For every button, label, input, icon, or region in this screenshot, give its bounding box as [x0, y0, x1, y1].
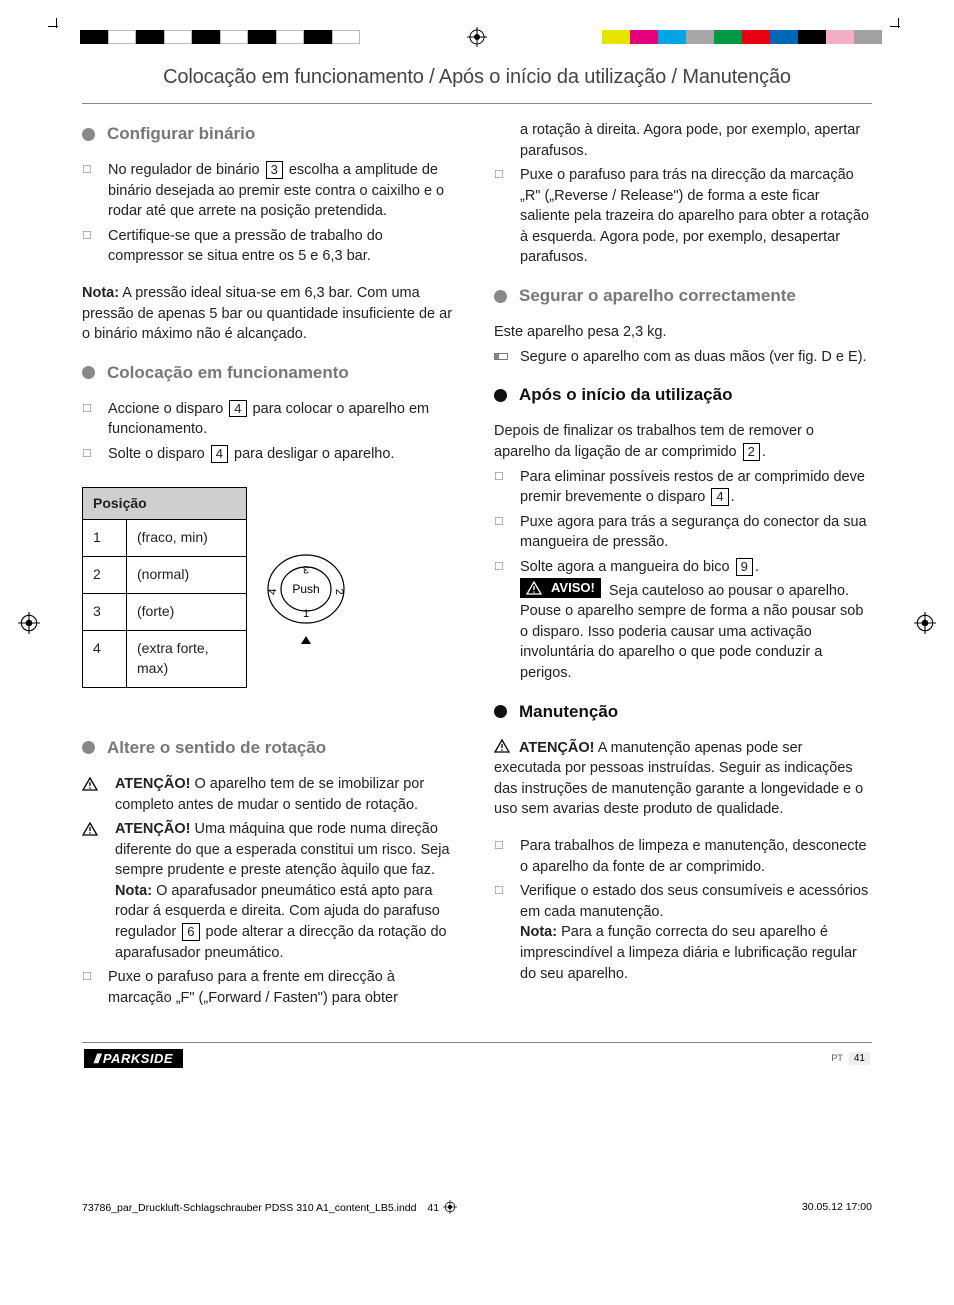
svg-text:2: 2: [333, 588, 345, 595]
ref-box: 4: [711, 488, 728, 506]
slug-filename: 73786_par_Druckluft-Schlagschrauber PDSS…: [82, 1202, 416, 1214]
list-item: ATENÇÃO! Uma máquina que rode numa direç…: [82, 819, 460, 963]
printer-marks-top: [0, 0, 954, 52]
bullet-icon: [494, 290, 507, 303]
table-row: 1(fraco, min): [83, 520, 247, 557]
heading-text: Altere o sentido de rotação: [107, 736, 326, 760]
ref-box: 9: [736, 558, 753, 576]
slug-page: 41: [427, 1202, 439, 1214]
list-item: ☐ Verifique o estado dos seus consumívei…: [494, 881, 872, 984]
registration-mark-icon: [467, 27, 487, 47]
crop-mark-icon: [48, 18, 64, 34]
section-heading: Após o início da utilização: [494, 383, 872, 407]
warning-icon: [82, 777, 98, 791]
heading-text: Após o início da utilização: [519, 383, 732, 407]
svg-text:1: 1: [303, 608, 309, 620]
crop-mark-icon: [890, 18, 906, 34]
list-item: ☐ Puxe o parafuso para a frente em direc…: [82, 967, 460, 1008]
list-item: ATENÇÃO! O aparelho tem de se imobilizar…: [82, 774, 460, 815]
bullet-icon: [494, 389, 507, 402]
color-swatches: [602, 30, 882, 44]
list-item: ☐ Solte agora a mangueira do bico 9. AVI…: [494, 557, 872, 684]
grayscale-swatches: [80, 30, 360, 44]
svg-text:3: 3: [303, 563, 309, 575]
registration-mark-icon: [914, 612, 936, 634]
slug-date: 30.05.12 17:00: [802, 1201, 872, 1213]
dial-push-label: Push: [292, 582, 319, 596]
heading-text: Colocação em funcionamento: [107, 361, 349, 385]
warning-icon: [494, 739, 510, 753]
paragraph: ATENÇÃO! A manutenção apenas pode ser ex…: [494, 738, 872, 820]
column-left: Configurar binário ☐ No regulador de bin…: [82, 122, 460, 1024]
lang-code: PT: [831, 1053, 843, 1063]
list-item: ☐ Para eliminar possíveis restos de ar c…: [494, 467, 872, 508]
bullet-icon: [82, 741, 95, 754]
heading-text: Manutenção: [519, 700, 618, 724]
bullet-icon: [82, 366, 95, 379]
bullet-icon: [82, 128, 95, 141]
paragraph: Nota: A pressão ideal situa-se em 6,3 ba…: [82, 283, 460, 345]
section-heading: Manutenção: [494, 700, 872, 724]
list-item: ☐ Solte o disparo 4 para desligar o apar…: [82, 444, 460, 465]
dial-diagram: Push 1 2 3 4: [257, 536, 355, 656]
registration-mark-icon: [443, 1200, 457, 1214]
slug-line: 73786_par_Druckluft-Schlagschrauber PDSS…: [0, 1192, 954, 1238]
paragraph: Este aparelho pesa 2,3 kg.: [494, 322, 872, 343]
table-row: 2(normal): [83, 557, 247, 594]
paragraph: Depois de finalizar os trabalhos tem de …: [494, 421, 872, 462]
ref-box: 6: [182, 923, 199, 941]
page-footer: ///PARKSIDE PT 41: [82, 1049, 872, 1068]
ref-box: 4: [229, 400, 246, 418]
registration-mark-icon: [18, 612, 40, 634]
ref-box: 2: [743, 443, 760, 461]
list-item: ☐Puxe agora para trás a segurança do con…: [494, 512, 872, 553]
page-number: 41: [849, 1052, 870, 1065]
bullet-icon: [494, 705, 507, 718]
divider: [82, 1042, 872, 1043]
list-item: ☐Puxe o parafuso para trás na direcção d…: [494, 165, 872, 268]
brand-badge: ///PARKSIDE: [84, 1049, 183, 1068]
list-item: ☐Para trabalhos de limpeza e manutenção,…: [494, 836, 872, 877]
warning-icon: [526, 581, 542, 595]
list-item: a rotação à direita. Agora pode, por exe…: [494, 120, 872, 161]
heading-text: Configurar binário: [107, 122, 255, 146]
table-row: 4(extra forte, max): [83, 631, 247, 688]
square-bullet-icon: [494, 353, 508, 360]
position-table: Posição 1(fraco, min)2(normal)3(forte)4(…: [82, 487, 247, 688]
section-heading: Configurar binário: [82, 122, 460, 146]
column-right: a rotação à direita. Agora pode, por exe…: [494, 122, 872, 1024]
heading-text: Segurar o aparelho correctamente: [519, 284, 796, 308]
table-header: Posição: [83, 487, 247, 520]
running-head: Colocação em funcionamento / Após o iníc…: [82, 66, 872, 89]
list-item: ☐ Accione o disparo 4 para colocar o apa…: [82, 399, 460, 440]
svg-text:4: 4: [267, 588, 279, 595]
section-heading: Segurar o aparelho correctamente: [494, 284, 872, 308]
ref-box: 4: [211, 445, 228, 463]
divider: [82, 103, 872, 104]
section-heading: Colocação em funcionamento: [82, 361, 460, 385]
section-heading: Altere o sentido de rotação: [82, 736, 460, 760]
ref-box: 3: [266, 161, 283, 179]
table-row: 3(forte): [83, 594, 247, 631]
page-content: Colocação em funcionamento / Após o iníc…: [0, 52, 954, 1192]
warning-icon: [82, 822, 98, 836]
list-item: ☐ Certifique-se que a pressão de trabalh…: [82, 226, 460, 267]
list-item: ☐ No regulador de binário 3 escolha a am…: [82, 160, 460, 222]
list-item: Segure o aparelho com as duas mãos (ver …: [494, 347, 872, 368]
aviso-badge: AVISO!: [520, 578, 601, 598]
